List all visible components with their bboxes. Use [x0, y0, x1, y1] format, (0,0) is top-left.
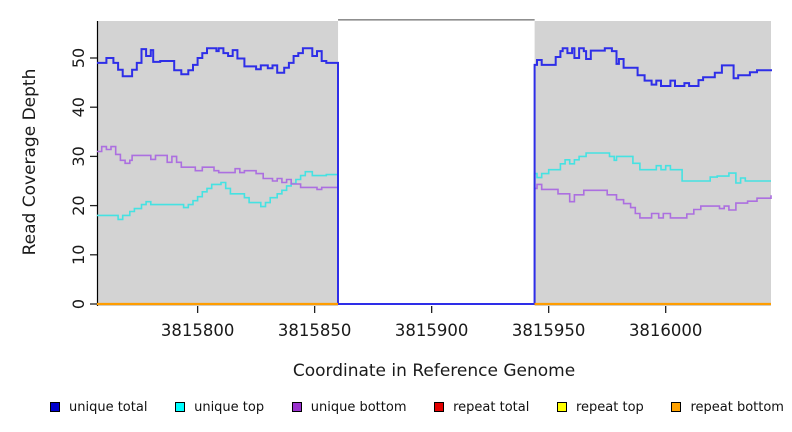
panel-left-region: [97, 21, 339, 306]
x-axis-title: Coordinate in Reference Genome: [292, 361, 576, 381]
y-tick-label: 30: [69, 146, 88, 166]
series-line-unique-top: [97, 152, 771, 305]
y-tick-label: 0: [69, 299, 88, 309]
legend-swatch-repeat-top: [557, 402, 567, 412]
legend-item-unique-bottom: unique bottom: [291, 399, 407, 415]
legend-item-repeat-total: repeat total: [434, 400, 529, 415]
legend-item-unique-top: unique top: [175, 400, 264, 415]
y-tick-label: 20: [69, 195, 88, 215]
legend-swatch-unique-bottom: [291, 402, 302, 412]
legend-item-unique-total: unique total: [50, 400, 147, 415]
legend-label: unique total: [69, 399, 148, 415]
legend-item-repeat-top: repeat top: [557, 400, 644, 415]
legend-swatch-repeat-total: [434, 402, 445, 412]
x-tick-label: 3815800: [161, 321, 235, 340]
y-axis-title: Read Coverage Depth: [20, 68, 40, 256]
legend-label: unique top: [194, 399, 265, 415]
x-tick-label: 3816000: [629, 321, 703, 340]
x-tick-label: 3815850: [278, 321, 352, 340]
legend-item-repeat-bottom: repeat bottom: [671, 400, 784, 415]
legend-label: repeat total: [453, 399, 530, 415]
x-tick-label: 3815950: [512, 321, 586, 340]
legend: unique total unique top unique bottom repea…: [50, 397, 784, 417]
legend-label: repeat bottom: [690, 399, 784, 415]
y-tick-label: 50: [69, 48, 88, 68]
legend-label: unique bottom: [310, 399, 407, 415]
legend-swatch-unique-top: [175, 402, 186, 412]
legend-label: repeat top: [576, 399, 644, 415]
x-tick-label: 3815900: [395, 321, 469, 340]
series-line-unique-bottom: [97, 145, 772, 305]
y-tick-label: 40: [69, 97, 88, 117]
y-tick-label: 10: [69, 245, 88, 265]
legend-swatch-unique-total: [50, 402, 60, 412]
legend-swatch-repeat-bottom: [671, 402, 682, 412]
series-line-unique-total: [97, 47, 772, 305]
